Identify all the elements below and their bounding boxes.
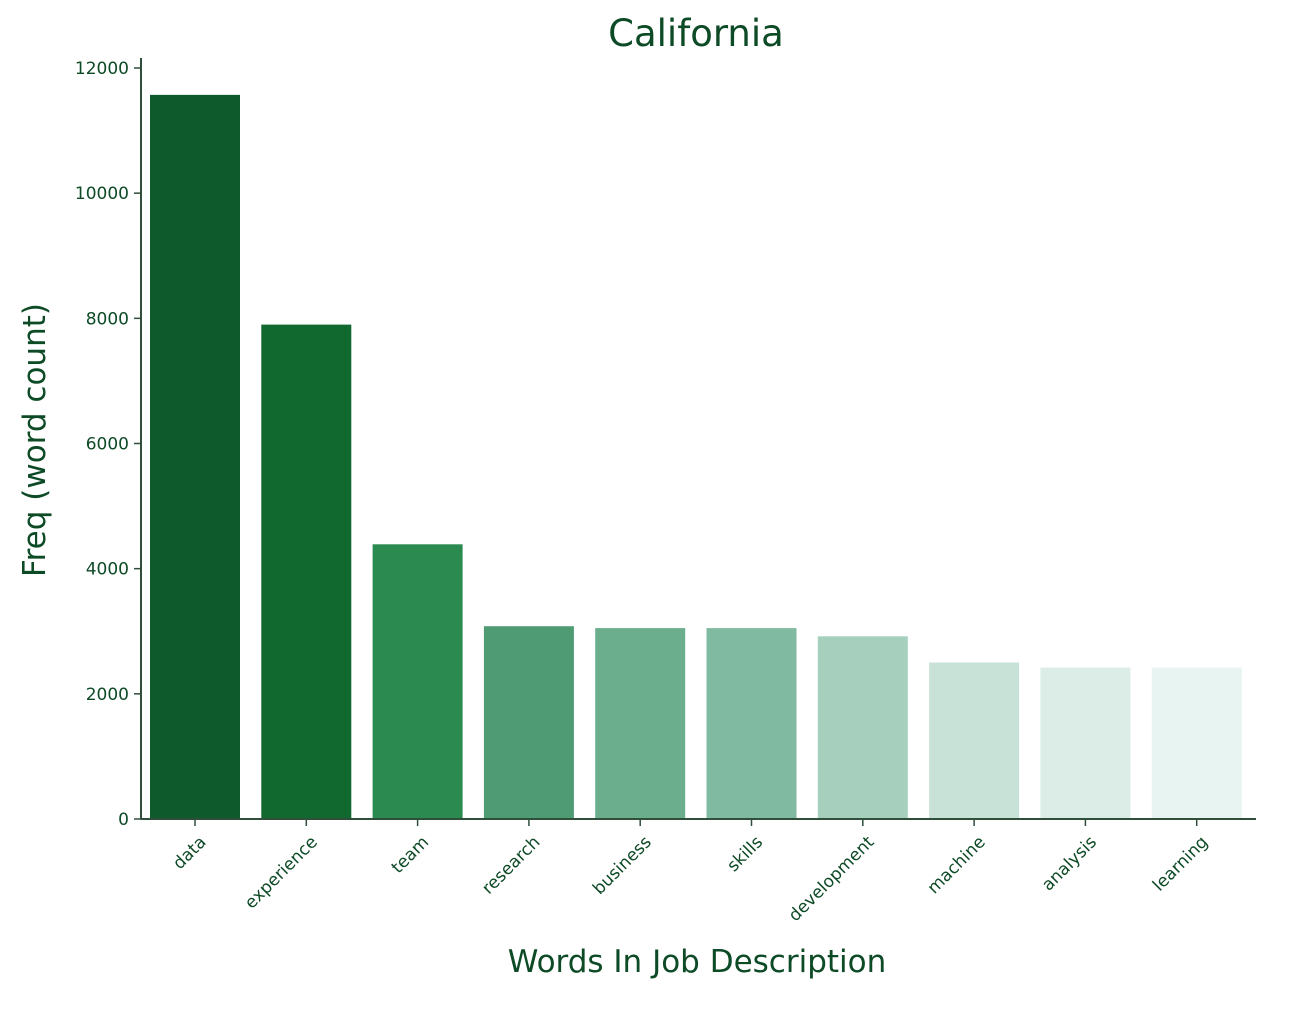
- x-axis-label: Words In Job Description: [508, 944, 887, 980]
- chart-title: California: [608, 12, 784, 55]
- y-tick-label: 4000: [86, 560, 129, 580]
- bar-data: [150, 94, 240, 819]
- bar-analysis: [1040, 667, 1131, 819]
- x-tick-label: team: [388, 832, 433, 877]
- bar-machine: [929, 662, 1020, 819]
- x-tick-label: machine: [924, 832, 990, 898]
- bar-learning: [1151, 667, 1242, 819]
- bars-layer: [150, 94, 1242, 819]
- x-ticks: data experience team research business skills…: [169, 819, 1212, 926]
- x-tick-label: research: [478, 832, 544, 898]
- y-tick-label: 0: [118, 810, 129, 830]
- bar-development: [817, 636, 908, 819]
- y-ticks: 0 2000 4000 6000 8000 10000 12000: [75, 59, 141, 830]
- bar-team: [372, 544, 463, 819]
- x-tick-label: data: [169, 832, 210, 873]
- y-axis-label: Freq (word count): [17, 303, 53, 577]
- x-tick-label: skills: [723, 832, 767, 876]
- x-tick-label: experience: [241, 832, 322, 913]
- x-tick-label: analysis: [1038, 832, 1101, 895]
- bar-experience: [261, 324, 352, 819]
- y-tick-label: 12000: [75, 59, 129, 79]
- x-tick-label: business: [589, 832, 656, 899]
- y-tick-label: 10000: [75, 184, 129, 204]
- y-tick-label: 2000: [86, 685, 129, 705]
- bar-business: [595, 628, 686, 819]
- y-tick-label: 8000: [86, 309, 129, 329]
- bar-skills: [706, 628, 797, 819]
- axes-layer: [140, 58, 1256, 820]
- y-tick-label: 6000: [86, 435, 129, 455]
- x-tick-label: learning: [1149, 832, 1212, 895]
- x-tick-label: development: [785, 832, 879, 926]
- bar-research: [483, 626, 574, 819]
